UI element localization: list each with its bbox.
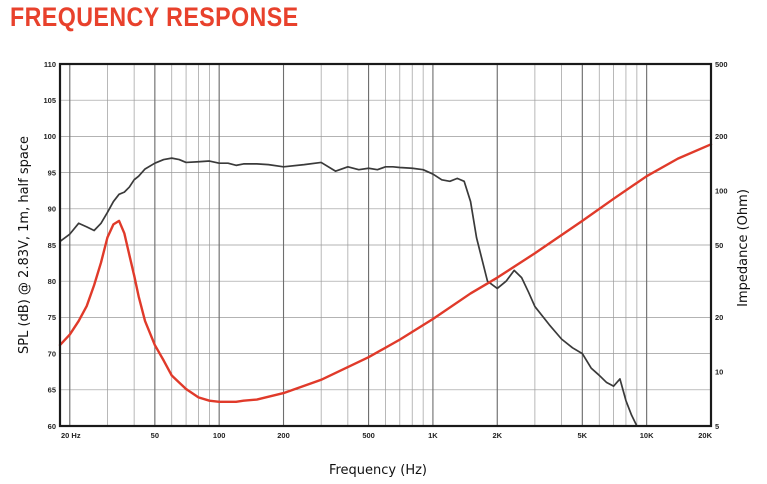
x-tick-labels: 20 Hz 50 100 200 500 1K 2K 5K 10K 20K xyxy=(61,431,713,440)
x-tick-label: 20K xyxy=(698,431,712,440)
x-tick-label: 200 xyxy=(277,431,290,440)
y2-tick-label: 50 xyxy=(715,241,723,250)
x-tick-label: 1K xyxy=(428,431,438,440)
y2-tick-label: 10 xyxy=(715,367,723,376)
x-tick-label: 20 Hz xyxy=(61,431,81,440)
y2-tick-label: 100 xyxy=(715,186,728,195)
y2-tick-label: 5 xyxy=(715,422,719,431)
y-tick-labels: 60 65 70 75 80 85 90 95 100 105 110 xyxy=(43,60,56,431)
y2-tick-label: 200 xyxy=(715,132,728,141)
plot-frame xyxy=(58,62,713,428)
y-tick-label: 80 xyxy=(48,277,56,286)
x-tick-label: 2K xyxy=(492,431,502,440)
x-tick-label: 5K xyxy=(578,431,588,440)
y-tick-label: 85 xyxy=(48,241,56,250)
impedance-curve xyxy=(58,143,713,404)
x-tick-label: 100 xyxy=(213,431,226,440)
y-tick-label: 105 xyxy=(43,96,56,105)
y-tick-label: 60 xyxy=(48,422,56,431)
x-axis-label: Frequency (Hz) xyxy=(329,463,427,478)
y-tick-label: 95 xyxy=(48,168,56,177)
x-tick-label: 500 xyxy=(362,431,375,440)
y2-axis-label: Impedance (Ohm) xyxy=(736,189,751,307)
y2-tick-labels: 5 10 20 50 100 200 500 xyxy=(715,60,728,431)
x-tick-label: 10K xyxy=(640,431,654,440)
y-tick-label: 90 xyxy=(48,205,56,214)
y-axis-label: SPL (dB) @ 2.83V, 1m, half space xyxy=(17,136,32,354)
y-tick-label: 65 xyxy=(48,386,56,395)
y2-tick-label: 20 xyxy=(715,313,723,322)
x-tick-label: 50 xyxy=(151,431,159,440)
y-tick-label: 70 xyxy=(48,349,56,358)
y-tick-label: 75 xyxy=(48,313,56,322)
major-gridlines xyxy=(69,64,648,426)
chart-title: FREQUENCY RESPONSE xyxy=(10,2,299,32)
y-tick-label: 110 xyxy=(44,60,56,69)
y2-tick-label: 500 xyxy=(715,60,728,69)
series-layer xyxy=(58,143,713,427)
y-tick-label: 100 xyxy=(43,132,56,141)
spl-curve xyxy=(59,157,638,427)
